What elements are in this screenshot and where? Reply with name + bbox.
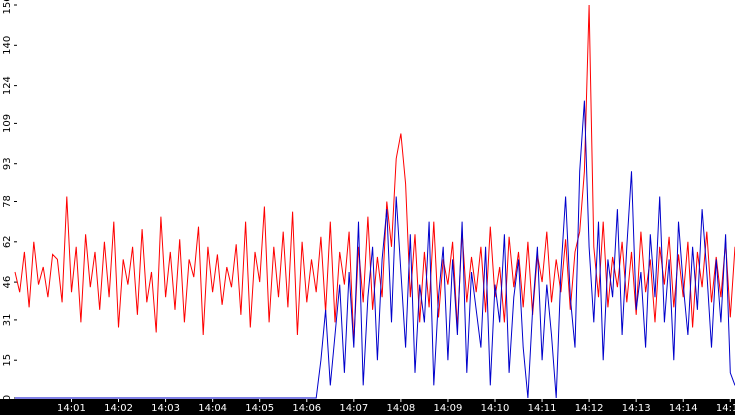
x-tick-label: 14:13 (622, 403, 651, 414)
x-tick-label: 14:02 (104, 403, 133, 414)
x-tick-label: 14:01 (57, 403, 86, 414)
x-tick-label: 14:06 (292, 403, 321, 414)
data-line (15, 100, 735, 399)
x-tick-label: 14:15 (716, 403, 735, 414)
y-tick-label: 31 (2, 314, 13, 327)
y-tick-label: 46 (2, 276, 13, 289)
x-tick-label: 14:08 (386, 403, 415, 414)
y-tick-label: 0 (2, 395, 13, 401)
y-tick-label: 109 (2, 114, 13, 133)
y-tick-label: 156 (2, 0, 13, 15)
x-axis-bar (0, 399, 735, 415)
y-tick-label: 124 (2, 76, 13, 95)
x-tick-label: 14:05 (245, 403, 274, 414)
x-tick-label: 14:12 (575, 403, 604, 414)
x-tick-label: 14:03 (151, 403, 180, 414)
y-tick-label: 140 (2, 36, 13, 55)
x-tick-label: 14:11 (528, 403, 557, 414)
x-tick-label: 14:07 (339, 403, 368, 414)
y-tick-label: 62 (2, 235, 13, 248)
data-line (14, 4, 735, 343)
y-tick-label: 78 (2, 195, 13, 208)
y-tick-label: 93 (2, 157, 13, 170)
x-tick-label: 14:10 (481, 403, 510, 414)
x-tick-label: 14:04 (198, 403, 227, 414)
x-tick-label: 14:14 (669, 403, 698, 414)
y-tick-label: 15 (2, 354, 13, 367)
x-tick-label: 14:09 (434, 403, 463, 414)
